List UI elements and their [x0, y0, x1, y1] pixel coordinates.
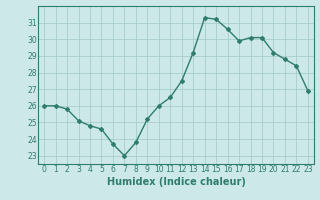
- X-axis label: Humidex (Indice chaleur): Humidex (Indice chaleur): [107, 177, 245, 187]
